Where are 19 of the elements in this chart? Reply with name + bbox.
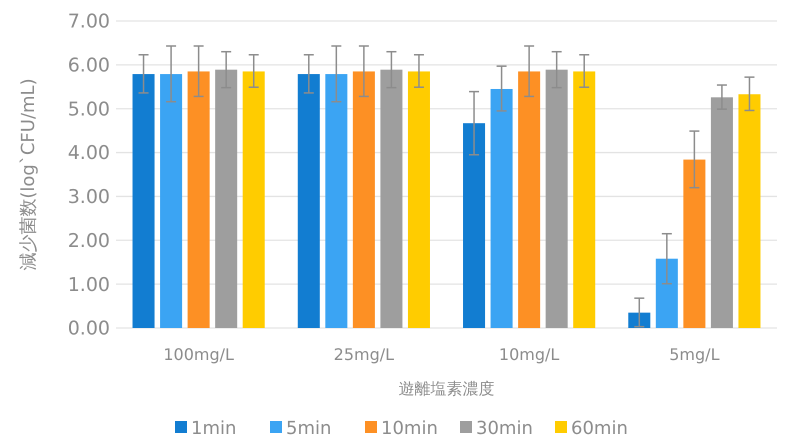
y-tick-label: 6.00: [68, 54, 110, 77]
x-axis-title: 遊離塩素濃度: [398, 379, 494, 398]
y-axis-title: 減少菌数(log`CFU/mL): [18, 78, 39, 271]
y-tick-label: 5.00: [68, 98, 110, 120]
x-tick-label: 25mg/L: [334, 345, 394, 364]
x-tick-label: 5mg/L: [669, 345, 720, 364]
y-tick-label: 2.00: [68, 230, 110, 252]
x-tick-label: 100mg/L: [163, 345, 234, 364]
legend-label: 60min: [571, 418, 628, 439]
y-tick-label: 4.00: [68, 142, 110, 164]
legend-label: 5min: [286, 418, 332, 439]
y-tick-label: 1.00: [68, 274, 110, 296]
legend-label: 30min: [476, 418, 533, 439]
y-tick-label: 0.00: [68, 318, 110, 340]
y-tick-label: 3.00: [68, 186, 110, 208]
y-tick-label: 7.00: [68, 10, 110, 33]
x-tick-label: 10mg/L: [498, 345, 560, 364]
legend-label: 1min: [191, 418, 236, 439]
legend-label: 10min: [381, 418, 438, 439]
